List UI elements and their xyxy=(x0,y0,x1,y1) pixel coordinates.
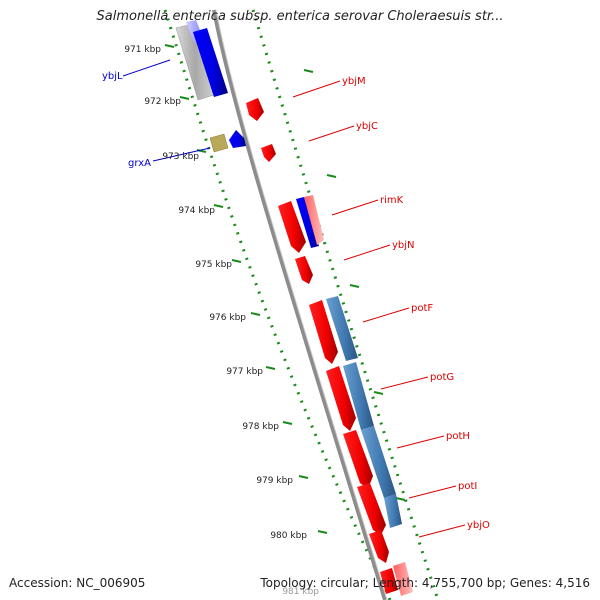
scale-ticks xyxy=(164,44,406,534)
gene-label-rimK[interactable]: rimK xyxy=(380,195,404,206)
gene-ybjL-arrow xyxy=(193,28,228,97)
gene-rimK-pale xyxy=(304,195,324,245)
gene-rimK-arrow xyxy=(278,201,306,253)
gene-potG-arrow xyxy=(326,366,356,431)
gene-label-ybjC[interactable]: ybjC xyxy=(356,121,378,132)
label-callouts xyxy=(122,59,466,538)
gene-label-potI[interactable]: potI xyxy=(458,481,477,492)
gene-next-pale xyxy=(393,562,413,596)
gene-potH-steel xyxy=(361,426,396,498)
forward-strand-features xyxy=(246,98,413,596)
scale-label: 973 kbp xyxy=(162,152,199,162)
gene-label-ybjN[interactable]: ybjN xyxy=(392,240,415,251)
scale-label: 977 kbp xyxy=(226,367,263,377)
gene-potH-arrow xyxy=(343,430,373,489)
gene-potG-steel xyxy=(343,362,374,430)
gene-label-ybjM[interactable]: ybjM xyxy=(342,76,366,87)
genome-backbone xyxy=(212,9,387,600)
gene-label-ybjO[interactable]: ybjO xyxy=(467,520,490,531)
reverse-strand-features xyxy=(175,20,246,153)
map-title: Salmonella enterica subsp. enterica sero… xyxy=(96,9,504,24)
gene-grxA-other xyxy=(209,133,229,153)
gene-ybjN-arrow xyxy=(295,256,313,284)
gene-label-potG[interactable]: potG xyxy=(430,372,454,383)
gene-ybjM-arrow xyxy=(246,98,264,121)
scale-label: 974 kbp xyxy=(178,206,215,216)
gene-labels: ybjL grxA ybjM ybjC rimK ybjN potF potG … xyxy=(102,71,490,531)
scale-label: 975 kbp xyxy=(195,260,232,270)
genome-summary-text: Topology: circular; Length: 4,755,700 bp… xyxy=(260,576,590,590)
gene-potF-arrow xyxy=(309,300,338,364)
gene-potF-steel xyxy=(326,296,358,361)
accession-text: Accession: NC_006905 xyxy=(9,576,146,590)
gene-ybjO-arrow xyxy=(369,530,389,563)
gene-label-ybjL[interactable]: ybjL xyxy=(102,71,123,82)
gene-label-potH[interactable]: potH xyxy=(446,431,470,442)
scale-label: 980 kbp xyxy=(270,531,307,541)
gene-rimK-blue xyxy=(296,197,319,248)
scale-labels: 971 kbp 972 kbp 973 kbp 974 kbp 975 kbp … xyxy=(124,45,319,597)
gene-ybjC-arrow xyxy=(261,144,276,162)
scale-label: 979 kbp xyxy=(256,476,293,486)
gene-potI-steel xyxy=(384,494,402,528)
gene-label-grxA[interactable]: grxA xyxy=(128,158,151,169)
gene-potI-arrow xyxy=(357,483,386,535)
gene-next-arrow xyxy=(380,568,398,594)
scale-label: 976 kbp xyxy=(209,313,246,323)
scale-label: 978 kbp xyxy=(242,422,279,432)
scale-label: 981 kbp xyxy=(282,587,319,597)
scale-label: 971 kbp xyxy=(124,45,161,55)
gene-grxA-arrow xyxy=(229,130,246,148)
gene-label-potF[interactable]: potF xyxy=(411,303,433,314)
inner-dotted-ring xyxy=(163,9,392,600)
scale-label: 972 kbp xyxy=(144,97,181,107)
